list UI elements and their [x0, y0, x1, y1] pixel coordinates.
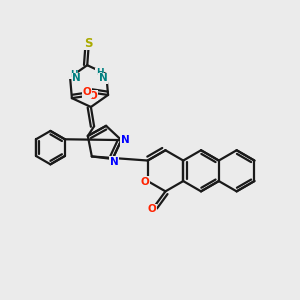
Text: N: N: [110, 157, 119, 167]
Text: O: O: [148, 204, 157, 214]
Text: N: N: [99, 73, 108, 83]
Text: S: S: [85, 37, 93, 50]
Text: O: O: [141, 177, 150, 187]
Text: H: H: [70, 70, 77, 79]
Text: H: H: [96, 68, 103, 77]
Text: N: N: [72, 73, 81, 83]
Text: O: O: [82, 87, 91, 98]
Text: O: O: [88, 91, 98, 100]
Text: N: N: [121, 135, 129, 145]
